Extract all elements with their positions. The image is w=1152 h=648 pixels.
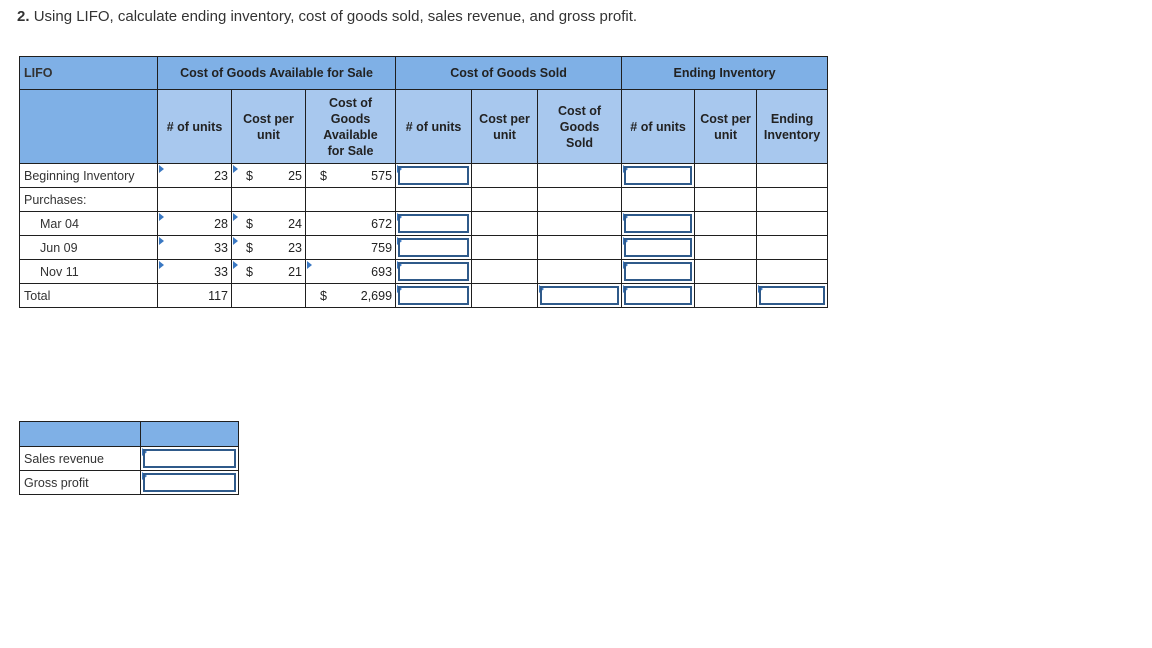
question-number: 2. <box>17 8 30 25</box>
nov-ending-total-cell <box>756 259 829 284</box>
purchases-cell <box>471 187 539 212</box>
beginning-ending-total-cell <box>756 163 829 188</box>
total-total: 2,699 <box>360 288 393 303</box>
purchases-cell <box>304 187 397 212</box>
beginning-ending-units-input[interactable] <box>621 163 696 188</box>
group-header-cogs: Cost of Goods Sold <box>395 56 623 90</box>
purchases-cell <box>621 187 696 212</box>
beginning-cogs-units-input[interactable] <box>395 163 473 188</box>
total-ending-cost-cell <box>694 283 758 308</box>
header-cogs-units: # of units <box>395 89 473 164</box>
header-cost-per-unit: Cost per unit <box>231 89 306 164</box>
mar-ending-units-input[interactable] <box>621 211 696 236</box>
sales-revenue-label: Sales revenue <box>19 446 141 471</box>
jun-dollar: $ <box>246 240 253 255</box>
total-cogs-cost-cell <box>471 283 539 308</box>
header-units: # of units <box>157 89 232 164</box>
beginning-ending-cost-cell <box>694 163 758 188</box>
row-label-beginning: Beginning Inventory <box>19 163 158 188</box>
nov-cost: 21 <box>288 264 302 279</box>
jun-cogs-total-cell <box>537 235 623 260</box>
total-dollar: $ <box>320 288 327 303</box>
purchases-cell <box>395 187 473 212</box>
total-total-cell: $2,699 <box>304 283 397 308</box>
mar-ending-cost-cell <box>694 211 758 236</box>
header-cogs-total: Cost of Goods Sold <box>537 89 623 164</box>
purchases-cell <box>694 187 758 212</box>
purchases-cell <box>756 187 829 212</box>
mar-cogs-units-input[interactable] <box>395 211 473 236</box>
mar-units: 28 <box>157 211 232 236</box>
mar-cost-cell: $24 <box>231 211 306 236</box>
nov-cogs-units-input[interactable] <box>395 259 473 284</box>
header-ending-total: Ending Inventory <box>756 89 829 164</box>
mar-cogs-cost-cell <box>471 211 539 236</box>
header-ending-units: # of units <box>621 89 696 164</box>
mar-cost: 24 <box>288 216 302 231</box>
beginning-total-cell: $575 <box>304 163 397 188</box>
jun-cogs-cost-cell <box>471 235 539 260</box>
mar-cogs-total-cell <box>537 211 623 236</box>
nov-ending-cost-cell <box>694 259 758 284</box>
gross-profit-input[interactable] <box>140 470 239 495</box>
jun-units: 33 <box>157 235 232 260</box>
header-cogs-cost-per-unit: Cost per unit <box>471 89 539 164</box>
nov-units: 33 <box>157 259 232 284</box>
corner-label: LIFO <box>19 56 158 90</box>
mar-dollar: $ <box>246 216 253 231</box>
total-units: 117 <box>157 283 232 308</box>
jun-cost: 23 <box>288 240 302 255</box>
corner-fill <box>19 89 158 164</box>
nov-ending-units-input[interactable] <box>621 259 696 284</box>
sales-revenue-input[interactable] <box>140 446 239 471</box>
header-cost-available: Cost of Goods Available for Sale <box>304 89 397 164</box>
purchases-cell <box>231 187 306 212</box>
purchases-cell <box>157 187 232 212</box>
group-header-available: Cost of Goods Available for Sale <box>156 56 397 90</box>
lifo-table: LIFO Cost of Goods Available for Sale Co… <box>19 56 829 308</box>
total-ending-total-input[interactable] <box>756 283 829 308</box>
row-label-total: Total <box>19 283 158 308</box>
gross-profit-label: Gross profit <box>19 470 141 495</box>
summary-table: Sales revenue Gross profit <box>19 421 239 495</box>
total-cogs-total-input[interactable] <box>537 283 623 308</box>
summary-header-right <box>140 421 239 447</box>
beginning-dollar2: $ <box>320 168 327 183</box>
beginning-cogs-cost-cell <box>471 163 539 188</box>
nov-dollar: $ <box>246 264 253 279</box>
jun-cogs-units-input[interactable] <box>395 235 473 260</box>
row-label-purchases: Purchases: <box>19 187 158 212</box>
jun-cost-cell: $23 <box>231 235 306 260</box>
beginning-cost-cell: $25 <box>231 163 306 188</box>
total-cost-cell <box>231 283 306 308</box>
total-ending-units-input[interactable] <box>621 283 696 308</box>
total-cogs-units-input[interactable] <box>395 283 473 308</box>
nov-total: 693 <box>304 259 397 284</box>
row-label-jun: Jun 09 <box>19 235 158 260</box>
jun-ending-cost-cell <box>694 235 758 260</box>
question-text: Using LIFO, calculate ending inventory, … <box>33 8 638 25</box>
beginning-total: 575 <box>371 168 393 183</box>
row-label-nov: Nov 11 <box>19 259 158 284</box>
beginning-cost: 25 <box>288 168 302 183</box>
nov-cogs-cost-cell <box>471 259 539 284</box>
nov-cost-cell: $21 <box>231 259 306 284</box>
summary-header-left <box>19 421 141 447</box>
group-header-ending: Ending Inventory <box>621 56 829 90</box>
purchases-cell <box>537 187 623 212</box>
jun-ending-units-input[interactable] <box>621 235 696 260</box>
question-prompt: 2. Using LIFO, calculate ending inventor… <box>17 8 637 25</box>
jun-ending-total-cell <box>756 235 829 260</box>
jun-total: 759 <box>304 235 397 260</box>
beginning-units: 23 <box>157 163 232 188</box>
beginning-cogs-total-cell <box>537 163 623 188</box>
nov-cogs-total-cell <box>537 259 623 284</box>
beginning-dollar: $ <box>246 168 253 183</box>
mar-total: 672 <box>304 211 397 236</box>
mar-ending-total-cell <box>756 211 829 236</box>
row-label-mar: Mar 04 <box>19 211 158 236</box>
header-ending-cost-per-unit: Cost per unit <box>694 89 758 164</box>
